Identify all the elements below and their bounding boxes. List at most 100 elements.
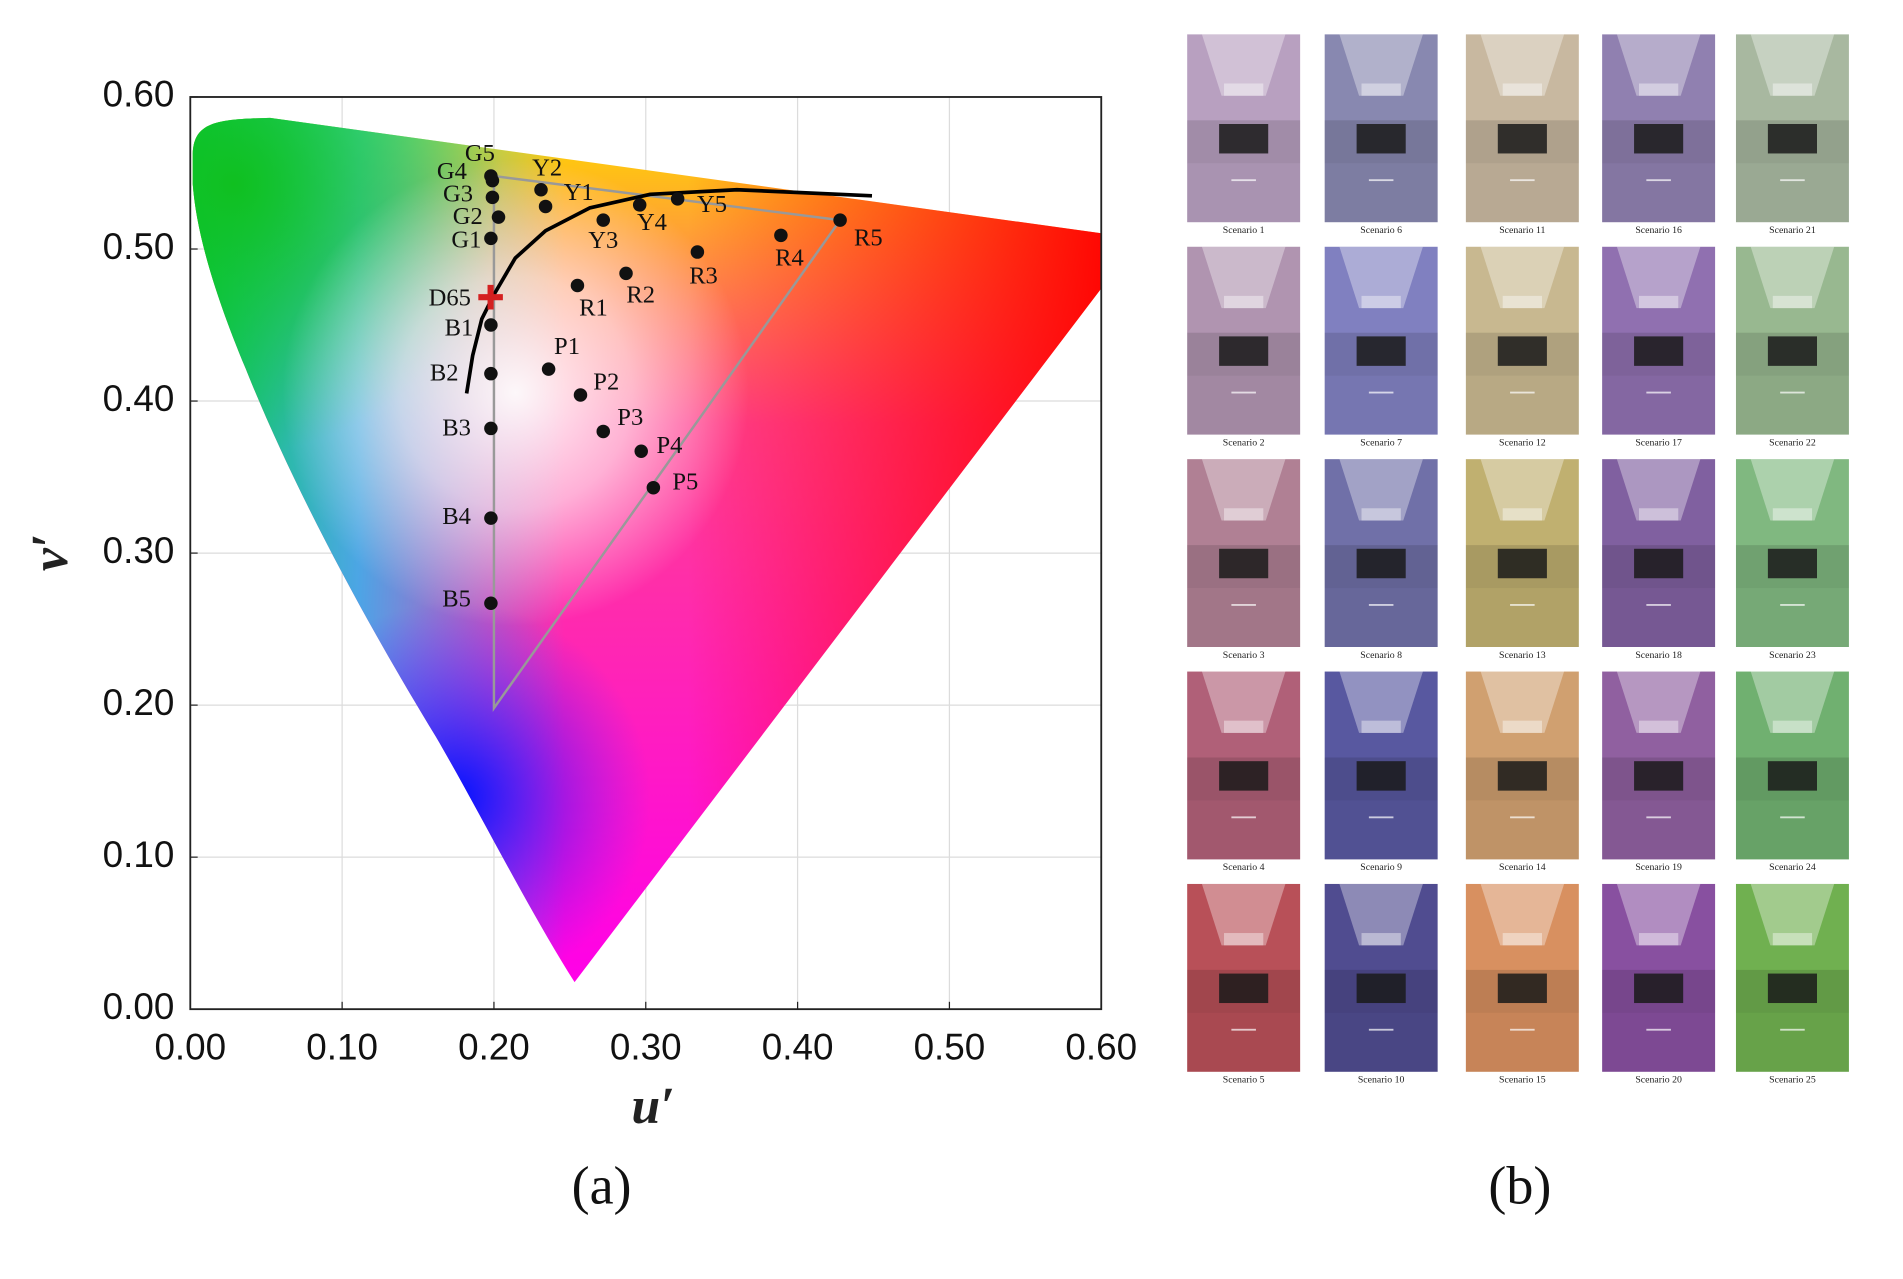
point-label: G4: [437, 158, 467, 185]
table-mark: [1510, 1028, 1535, 1031]
ceiling-glow: [1224, 933, 1264, 946]
scenario-caption: Scenario 8: [1360, 650, 1402, 661]
point-label: G5: [465, 140, 495, 167]
screen: [1767, 336, 1817, 366]
ceiling-light: [1750, 34, 1835, 96]
data-point: [670, 192, 685, 206]
table-mark: [1231, 1028, 1256, 1031]
table-mark: [1510, 604, 1535, 606]
point-label: G3: [443, 181, 473, 208]
scenario-caption: Scenario 13: [1499, 650, 1546, 661]
scenario-thumbnail: [1187, 883, 1301, 1072]
ceiling-light: [1616, 246, 1701, 309]
marks: 0.00 0.10 0.20 0.30 0.40 0.50 0.60 0.00 0.10 0.20…: [103, 74, 1137, 1068]
floor: [1735, 1012, 1849, 1072]
ceiling-light: [1201, 883, 1286, 946]
ceiling-light: [1339, 34, 1423, 96]
point-label: Y5: [697, 191, 727, 218]
table-mark: [1231, 816, 1256, 819]
ceiling-glow: [1361, 83, 1401, 96]
scenario-thumbnail: [1602, 883, 1716, 1072]
ceiling-glow: [1502, 83, 1542, 96]
data-point: [573, 388, 588, 402]
ceiling-light: [1750, 883, 1835, 946]
point-label: G2: [453, 203, 483, 230]
data-point: [484, 169, 498, 183]
x-axis-label: u′: [632, 1078, 675, 1135]
screen: [1497, 336, 1547, 366]
panel-label: (a): [572, 1155, 632, 1215]
floor: [1465, 800, 1579, 860]
floor: [1602, 163, 1716, 223]
point-label: P1: [554, 333, 580, 360]
ceiling-glow: [1772, 508, 1813, 521]
table-mark: [1780, 1028, 1805, 1031]
data-point: [485, 190, 500, 205]
floor: [1465, 375, 1579, 435]
screen: [1219, 973, 1269, 1004]
scenario-thumbnail: [1735, 34, 1849, 223]
ceiling-glow: [1224, 295, 1264, 309]
scenario-thumbnail: [1187, 671, 1301, 860]
scenario-caption: Scenario 20: [1635, 1075, 1682, 1086]
floor: [1324, 800, 1438, 860]
scenario-thumbnail: [1465, 246, 1579, 435]
scenario-caption: Scenario 3: [1223, 650, 1265, 661]
scenario-caption: Scenario 6: [1360, 225, 1402, 236]
point-label: B4: [442, 503, 471, 530]
ceiling-light: [1750, 246, 1835, 309]
ceiling-glow: [1224, 508, 1264, 521]
floor: [1324, 163, 1438, 223]
floor: [1735, 163, 1849, 223]
floor: [1735, 800, 1849, 860]
data-point: [596, 213, 611, 227]
ceiling-glow: [1502, 720, 1542, 733]
scenario-caption: Scenario 12: [1499, 437, 1546, 448]
screen: [1634, 761, 1684, 791]
scenario-thumbnail: [1324, 671, 1438, 860]
scenario-thumbnail: [1465, 671, 1579, 860]
table-mark: [1510, 391, 1535, 394]
point-label: Y3: [588, 227, 618, 254]
scenario-caption: Scenario 25: [1769, 1075, 1816, 1086]
y-tick-label: 0.10: [103, 834, 175, 875]
scenario-caption: Scenario 17: [1635, 437, 1682, 448]
data-point: [596, 424, 611, 439]
table-mark: [1780, 816, 1805, 819]
screen: [1219, 123, 1269, 154]
floor: [1602, 588, 1716, 647]
screen: [1219, 548, 1269, 579]
scenario-thumbnail: [1465, 459, 1579, 647]
x-tick-label: 0.60: [1065, 1026, 1137, 1067]
data-point: [541, 362, 556, 376]
scenario-thumbnail: [1735, 883, 1849, 1072]
x-tick-label: 0.00: [154, 1026, 226, 1067]
floor: [1735, 375, 1849, 435]
floor: [1324, 588, 1438, 647]
floor: [1602, 1012, 1716, 1072]
floor: [1324, 1012, 1438, 1072]
scenario-thumbnail: [1187, 246, 1301, 435]
table-mark: [1646, 816, 1671, 819]
ceiling-light: [1480, 459, 1565, 521]
scenario-caption: Scenario 2: [1223, 437, 1265, 448]
planckian-locus: [464, 187, 873, 394]
data-point: [484, 511, 498, 525]
ceiling-glow: [1502, 508, 1542, 521]
data-point: [833, 213, 847, 227]
table-mark: [1368, 179, 1394, 182]
scenario-caption: Scenario 11: [1499, 225, 1545, 236]
y-tick-label: 0.60: [103, 74, 175, 115]
ceiling-glow: [1772, 295, 1813, 309]
floor: [1465, 588, 1579, 647]
data-point: [774, 228, 788, 243]
ceiling-light: [1616, 883, 1701, 946]
scenario-thumbnail: [1324, 34, 1438, 223]
ceiling-light: [1480, 246, 1565, 309]
ceiling-glow: [1361, 508, 1401, 521]
screen: [1634, 336, 1684, 366]
scenario-thumbnail: [1735, 671, 1849, 860]
ceiling-light: [1339, 883, 1423, 946]
ceiling-light: [1201, 246, 1286, 309]
